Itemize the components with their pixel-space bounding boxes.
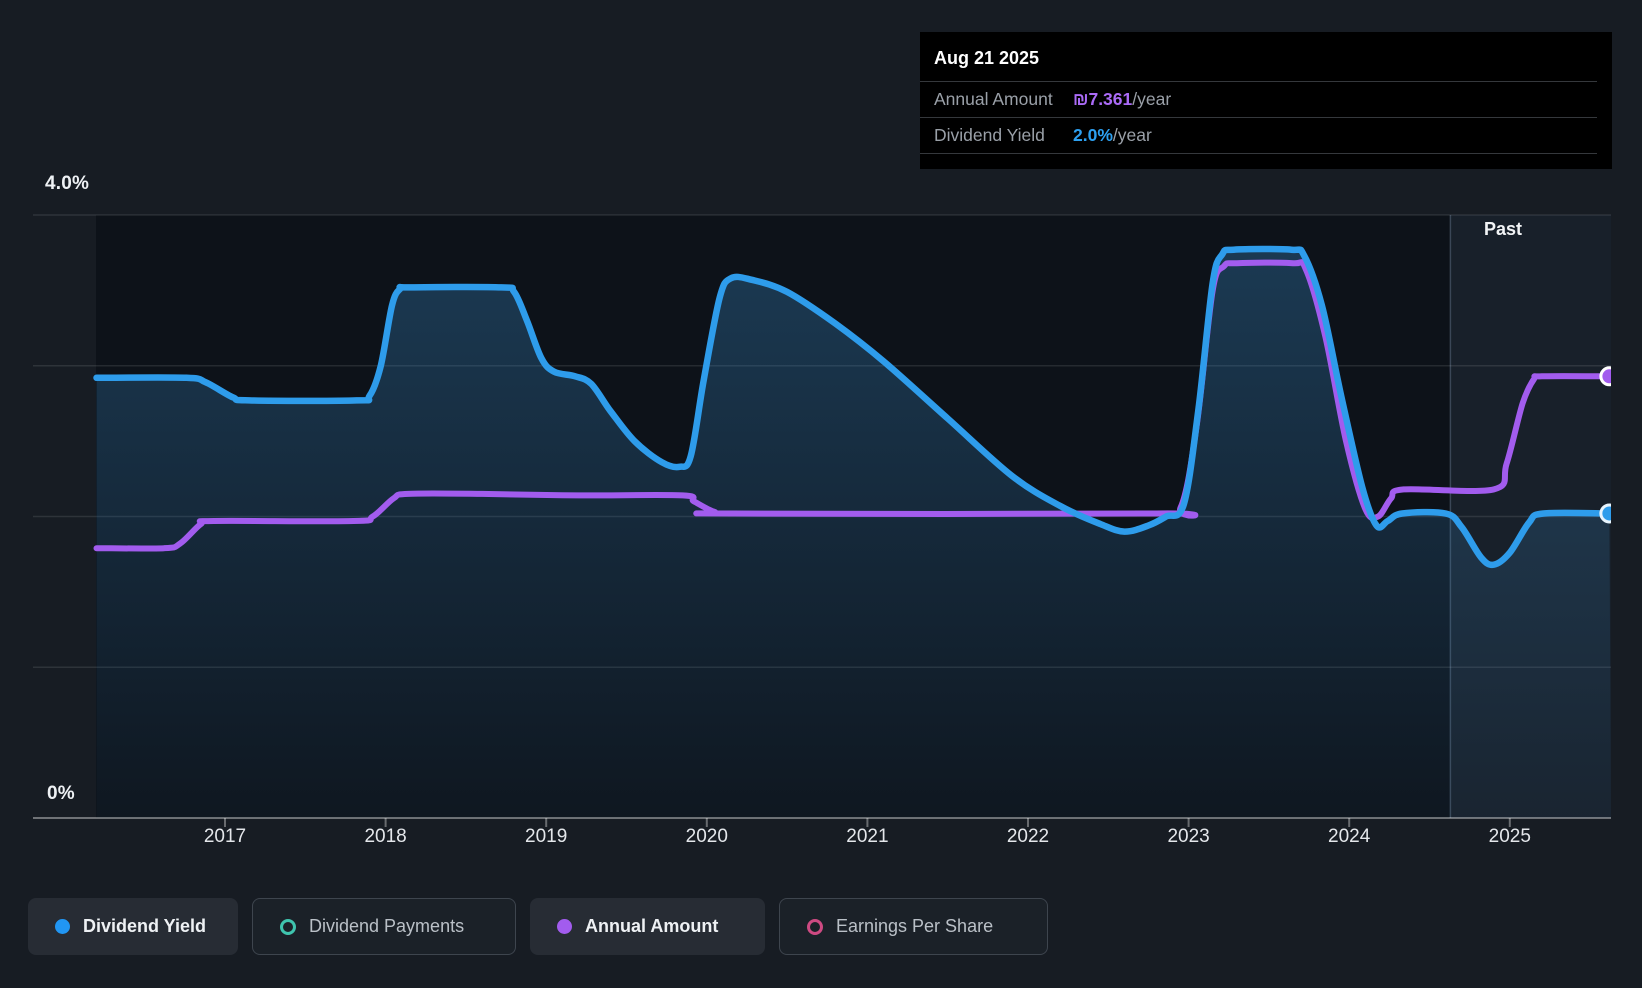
tooltip-row-1: Dividend Yield 2.0%/year [920,117,1597,154]
legend-label: Dividend Yield [83,916,207,936]
x-axis-label-2023: 2023 [1167,826,1210,847]
dividend-yield-line [93,245,1613,569]
legend-marker-icon [807,918,823,935]
legend-label: Earnings Per Share [836,916,994,936]
legend-marker-icon [280,918,296,935]
x-axis-label-2022: 2022 [1006,826,1050,847]
tooltip-row-0: Annual Amount ₪7.361/year [920,81,1597,117]
legend-button-dividend-payments[interactable]: Dividend Payments [252,898,516,955]
x-axis-label-2020: 2020 [685,826,728,847]
y-axis-label-min: 0% [47,783,75,804]
legend-label: Annual Amount [585,916,719,936]
chart-tooltip: Aug 21 2025 Annual Amount ₪7.361/year Divi… [920,32,1612,169]
x-axis-label-2021: 2021 [846,826,889,847]
tooltip-row-value: 2.0% [1073,125,1113,145]
legend-marker-icon [557,919,572,934]
tooltip-row-label: Dividend Yield [934,125,1045,145]
legend-marker-icon [55,919,70,934]
legend-button-dividend-yield[interactable]: Dividend Yield [28,898,238,955]
dividend-yield-area [96,249,1611,818]
tooltip-row-suffix: /year [1112,125,1152,145]
x-axis-label-2025: 2025 [1488,826,1531,847]
tooltip-date: Aug 21 2025 [934,48,1040,68]
x-axis-label-2017: 2017 [203,826,247,847]
tooltip-row-value: ₪7.361 [1073,89,1133,109]
legend-button-earnings-per-share[interactable]: Earnings Per Share [779,898,1048,955]
chart-legend: Dividend Yield Dividend Payments Annual Am… [0,898,1642,955]
y-axis-label-max: 4.0% [45,173,90,194]
legend-label: Dividend Payments [309,916,465,936]
tooltip-row-suffix: /year [1132,89,1172,109]
past-region-label: Past [1483,219,1522,239]
x-axis-label-2024: 2024 [1328,826,1371,847]
tooltip-row-label: Annual Amount [934,89,1053,109]
x-axis-label-2019: 2019 [525,826,568,847]
legend-button-annual-amount[interactable]: Annual Amount [530,898,765,955]
x-axis-label-2018: 2018 [364,826,407,847]
